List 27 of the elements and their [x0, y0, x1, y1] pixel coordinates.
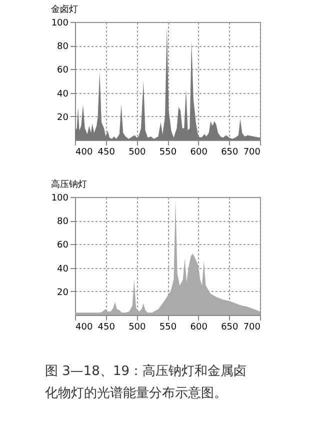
x-tick-label: 550: [159, 322, 177, 332]
x-tick-label: 700: [243, 148, 261, 158]
x-tick-label: 500: [128, 148, 146, 158]
x-tick-label: 700: [243, 322, 261, 332]
y-tick-label: 20: [57, 288, 69, 298]
y-tick-label: 40: [57, 264, 69, 274]
x-tick-label: 450: [98, 322, 116, 332]
y-tick-label: 100: [51, 194, 69, 204]
x-tick-label: 550: [159, 148, 177, 158]
x-tick-label: 400: [76, 322, 93, 332]
x-tick-label: 600: [190, 322, 208, 332]
chart-title: 高压钠灯: [50, 179, 87, 190]
x-tick-label: 650: [221, 322, 239, 332]
x-tick-label: 450: [98, 148, 116, 158]
chart-title: 金卤灯: [50, 4, 78, 15]
x-tick-label: 650: [221, 148, 239, 158]
y-tick-label: 60: [57, 66, 69, 76]
x-tick-label: 600: [190, 148, 208, 158]
y-tick-label: 80: [57, 42, 69, 52]
y-tick-label: 40: [57, 89, 69, 100]
caption: 图 3—18、19：高压钠灯和金属卤化物灯的光谱能量分布示意图。: [45, 363, 246, 401]
x-tick-label: 500: [128, 322, 146, 332]
y-tick-label: 80: [57, 217, 69, 228]
y-tick-label: 100: [51, 18, 69, 28]
x-tick-label: 400: [76, 148, 93, 158]
y-tick-label: 60: [57, 240, 69, 251]
y-tick-label: 20: [57, 112, 69, 123]
